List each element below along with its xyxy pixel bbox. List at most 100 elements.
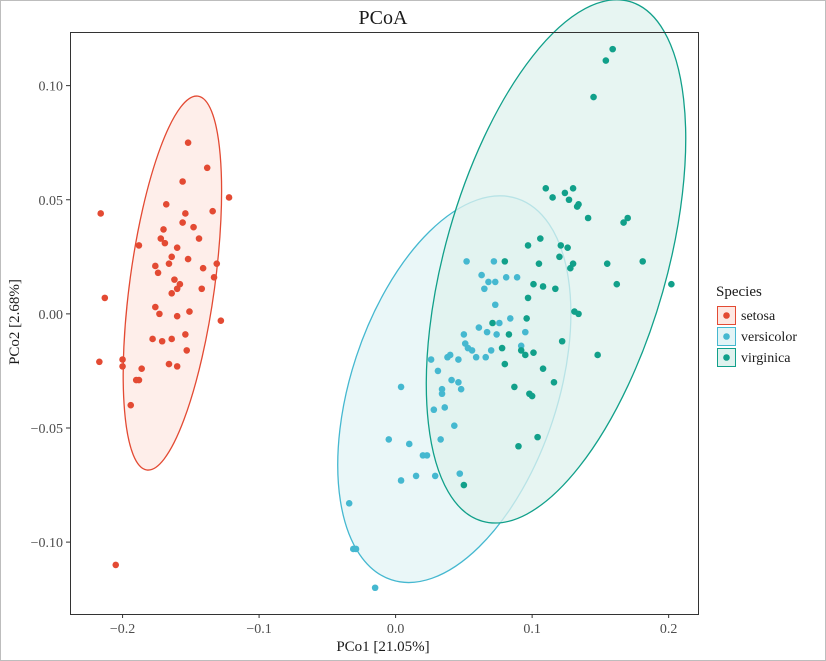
point-virginica — [489, 319, 496, 327]
ellipse-setosa — [122, 95, 223, 471]
point-virginica — [530, 280, 537, 288]
point-setosa — [152, 303, 159, 311]
point-setosa — [184, 139, 192, 146]
point-versicolor — [493, 331, 500, 338]
point-setosa — [225, 194, 233, 201]
point-setosa — [135, 242, 143, 249]
point-setosa — [182, 331, 189, 338]
point-setosa — [112, 561, 120, 569]
point-versicolor — [496, 319, 503, 327]
point-setosa — [179, 219, 186, 226]
point-setosa — [190, 223, 197, 231]
point-versicolor — [397, 383, 405, 391]
legend-label-versicolor: versicolor — [741, 330, 797, 345]
point-virginica — [534, 433, 541, 441]
point-setosa — [156, 310, 163, 318]
ellipse-virginica — [425, 0, 687, 524]
x-axis: −0.2 −0.1 0.0 0.1 0.2 — [110, 614, 678, 637]
point-setosa — [165, 260, 173, 267]
point-virginica — [549, 194, 556, 201]
point-versicolor — [502, 274, 510, 281]
point-virginica — [501, 258, 509, 265]
point-virginica — [603, 260, 611, 267]
point-versicolor — [451, 422, 458, 430]
x-axis-title: PCo1 [21.05%] — [336, 639, 429, 655]
point-versicolor — [513, 274, 521, 281]
point-versicolor — [385, 436, 393, 443]
point-setosa — [203, 164, 211, 172]
point-virginica — [557, 242, 565, 249]
point-virginica — [524, 294, 532, 302]
point-virginica — [639, 258, 647, 265]
point-setosa — [186, 308, 193, 315]
point-virginica — [575, 201, 582, 208]
point-virginica — [511, 383, 518, 391]
point-virginica — [537, 235, 544, 242]
point-setosa — [195, 235, 203, 242]
point-virginica — [620, 219, 627, 226]
point-setosa — [173, 363, 181, 370]
point-virginica — [613, 280, 621, 288]
point-virginica — [505, 331, 513, 338]
point-versicolor — [423, 452, 431, 459]
point-setosa — [127, 401, 135, 409]
point-setosa — [173, 244, 181, 251]
point-versicolor — [481, 285, 488, 293]
point-setosa — [157, 235, 165, 242]
point-versicolor — [434, 367, 442, 375]
y-axis: −0.10 −0.05 0.00 0.05 0.10 — [31, 80, 70, 551]
point-versicolor — [460, 331, 468, 338]
point-virginica — [561, 189, 569, 197]
point-versicolor — [438, 385, 446, 393]
point-versicolor — [491, 301, 499, 309]
point-versicolor — [468, 347, 476, 354]
point-versicolor — [487, 347, 495, 354]
x-tick-label: 0.2 — [660, 622, 678, 637]
point-versicolor — [412, 472, 420, 480]
point-setosa — [132, 376, 140, 384]
point-setosa — [97, 210, 105, 217]
legend-marker-setosa — [723, 312, 730, 319]
x-tick-label: 0.0 — [387, 622, 405, 637]
point-virginica — [569, 260, 577, 267]
point-virginica — [539, 283, 547, 290]
point-setosa — [173, 312, 181, 320]
point-virginica — [569, 185, 577, 192]
point-virginica — [539, 365, 547, 372]
point-virginica — [624, 214, 631, 222]
point-versicolor — [483, 328, 491, 336]
point-virginica — [590, 93, 597, 101]
point-versicolor — [427, 356, 435, 363]
legend-label-virginica: virginica — [741, 351, 791, 366]
point-virginica — [498, 344, 506, 352]
y-tick-label: −0.10 — [31, 536, 63, 551]
point-virginica — [609, 45, 616, 53]
point-setosa — [168, 290, 176, 297]
point-virginica — [564, 244, 571, 251]
point-setosa — [96, 358, 103, 366]
point-versicolor — [438, 390, 446, 398]
point-versicolor — [397, 477, 405, 484]
point-versicolor — [371, 584, 379, 592]
point-setosa — [152, 262, 159, 270]
x-tick-label: −0.1 — [246, 622, 271, 637]
point-versicolor — [522, 328, 529, 336]
point-versicolor — [478, 271, 485, 279]
point-setosa — [198, 285, 206, 293]
point-virginica — [522, 351, 529, 359]
point-setosa — [213, 260, 221, 267]
point-virginica — [523, 315, 530, 322]
point-versicolor — [405, 440, 413, 448]
point-virginica — [552, 285, 559, 293]
legend-marker-virginica — [723, 354, 730, 361]
point-setosa — [168, 335, 176, 343]
point-versicolor — [475, 324, 483, 331]
confidence-ellipses — [122, 0, 687, 584]
y-axis-title: PCo2 [2.68%] — [7, 279, 23, 365]
legend: Species setosa versicolor virginica — [716, 284, 797, 367]
point-setosa — [168, 253, 176, 261]
point-setosa — [171, 276, 178, 283]
point-virginica — [535, 260, 543, 267]
point-versicolor — [482, 353, 490, 361]
